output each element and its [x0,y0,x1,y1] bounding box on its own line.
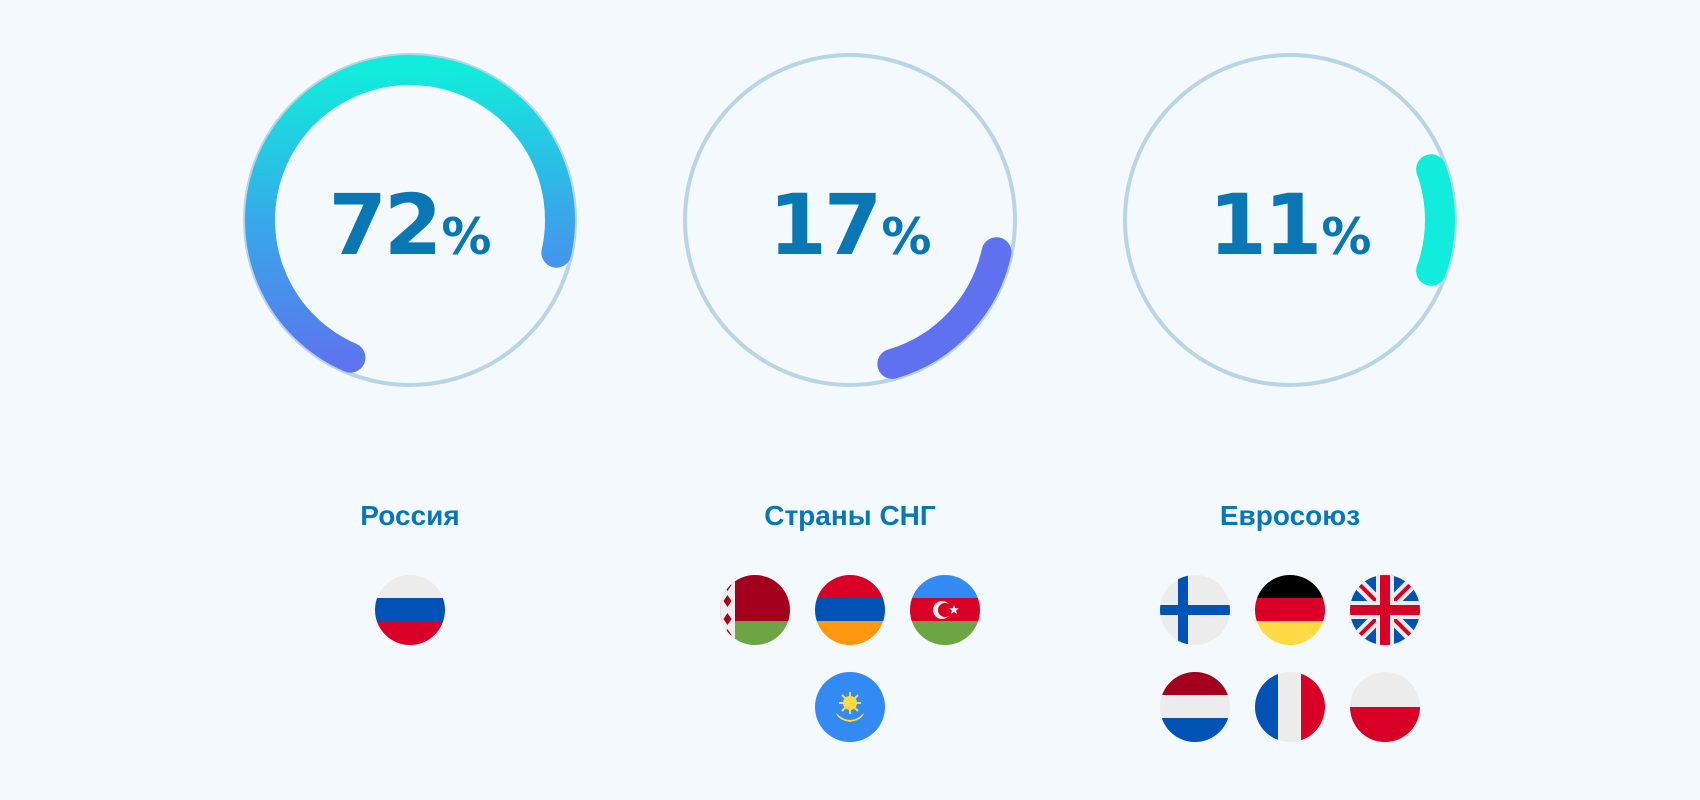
germany-flag [1255,575,1325,645]
region-label: Страны СНГ [764,500,936,531]
france-flag [1255,672,1325,742]
progress-arc [1416,154,1455,286]
progress-ring-russia [243,53,577,387]
percentage-value: 17 [768,176,882,274]
armenia-flag [815,575,885,645]
progress-ring-cis [683,53,1017,387]
percent-sign: % [441,208,492,266]
finland-flag [1160,575,1230,645]
azerbaijan-flag [910,575,980,645]
uk-flag [1350,575,1420,645]
poland-flag [1350,672,1420,742]
progress-ring-eu [1123,53,1457,387]
percent-sign: % [1321,208,1372,266]
ring-track [683,53,1017,387]
percentage-value: 11 [1208,176,1322,274]
segment-eu: 11% Евросоюз [1110,0,1470,800]
percentage-value: 72 [328,176,442,274]
percentage-label: 17% [670,183,1030,267]
russia-flag [375,575,445,645]
belarus-flag [720,575,790,645]
percentage-label: 11% [1110,183,1470,267]
progress-arc [877,237,1012,379]
region-label: Россия [360,500,460,531]
segment-russia: 72% Россия [230,0,590,800]
netherlands-flag [1160,672,1230,742]
progress-arc [245,55,575,373]
ring-track [1123,53,1457,387]
kazakhstan-flag [815,672,885,742]
region-label: Евросоюз [1219,500,1361,531]
percent-sign: % [881,208,932,266]
percentage-label: 72% [230,183,590,267]
segment-cis: 17% Страны СНГ [670,0,1030,800]
